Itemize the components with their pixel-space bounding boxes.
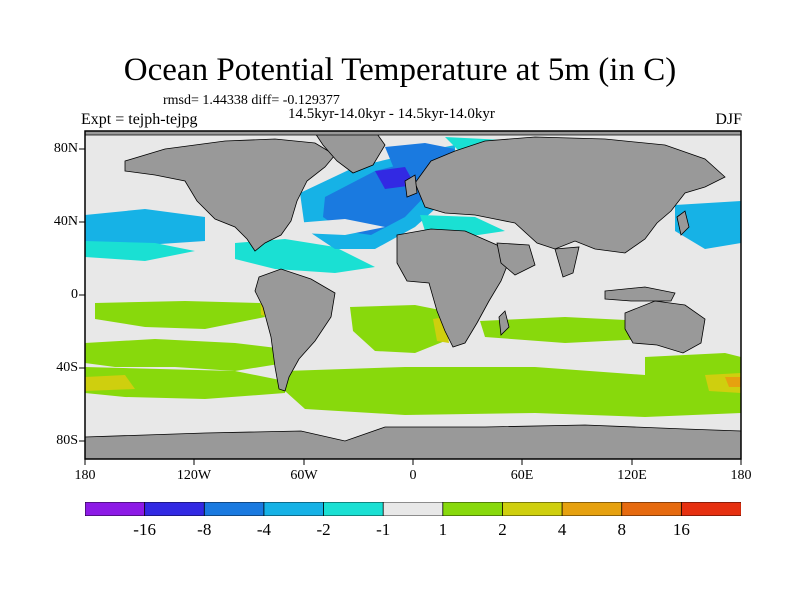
experiment-label: Expt = tejph-tejpg bbox=[81, 111, 198, 128]
land-india bbox=[554, 246, 580, 278]
stats-text: rmsd= 1.44338 diff= -0.129377 bbox=[163, 93, 340, 108]
land-eurasia bbox=[414, 136, 726, 254]
colorbar-swatch bbox=[203, 502, 265, 516]
anomaly-north-pacific-aqua bbox=[85, 241, 195, 261]
lon-tick-60e: 60E bbox=[510, 468, 534, 483]
season-label: DJF bbox=[715, 111, 742, 128]
anomaly-west-pacific bbox=[645, 353, 741, 379]
colorbar-swatch bbox=[144, 502, 205, 516]
colorbar-label: -8 bbox=[197, 520, 212, 539]
colorbar-label: 16 bbox=[672, 520, 690, 539]
anomaly-north-pacific bbox=[85, 209, 205, 245]
lat-tick-40n: 40N bbox=[53, 214, 78, 229]
land-uk bbox=[404, 174, 418, 198]
colorbar-swatch bbox=[382, 502, 444, 516]
anomaly-southern-west bbox=[85, 367, 285, 399]
colorbar-swatch bbox=[323, 502, 384, 516]
lon-tick-180w: 180 bbox=[74, 468, 96, 483]
land-madagascar bbox=[498, 310, 510, 336]
lon-tick-120e: 120E bbox=[617, 468, 647, 483]
land-masses bbox=[84, 130, 742, 460]
lon-tick-0: 0 bbox=[409, 468, 417, 483]
colorbar-label: -1 bbox=[376, 520, 391, 539]
colorbar-label: -4 bbox=[256, 520, 271, 539]
anomaly-north-pacific-east bbox=[675, 201, 741, 249]
anomaly-south-atlantic bbox=[350, 305, 445, 353]
colorbar-swatch bbox=[263, 502, 325, 516]
colorbar-label: 2 bbox=[498, 520, 507, 539]
anomaly-south-pacific bbox=[95, 301, 265, 329]
colorbar-swatch bbox=[85, 502, 146, 516]
anomaly-gulf-stream bbox=[295, 219, 385, 235]
map-ticks bbox=[79, 148, 742, 465]
lon-tick-180e: 180 bbox=[730, 468, 752, 483]
land-arabia bbox=[496, 242, 536, 276]
colorbar-label: 1 bbox=[438, 520, 448, 539]
lat-tick-80s: 80S bbox=[56, 433, 78, 448]
anomaly-caribbean bbox=[235, 239, 375, 273]
colorbar-swatch bbox=[680, 502, 741, 516]
anomaly-south-yellow bbox=[85, 375, 135, 391]
land-japan bbox=[676, 210, 690, 236]
colorbar-label: 8 bbox=[617, 520, 626, 539]
anomaly-indian-ocean bbox=[480, 317, 645, 343]
colorbar-swatch bbox=[621, 502, 683, 516]
anomaly-south-pacific-2 bbox=[85, 339, 285, 371]
lat-tick-80n: 80N bbox=[53, 141, 78, 156]
land-north-america bbox=[124, 138, 336, 252]
anomaly-southern-ocean bbox=[285, 367, 741, 417]
colorbar bbox=[85, 502, 741, 516]
colorbar-swatch bbox=[561, 502, 623, 516]
land-south-america bbox=[254, 268, 336, 392]
lat-tick-40s: 40S bbox=[56, 360, 78, 375]
land-indonesia bbox=[604, 286, 676, 302]
map-title: Ocean Potential Temperature at 5m (in C) bbox=[123, 52, 677, 88]
anomaly-south-orange bbox=[725, 377, 741, 387]
land-africa bbox=[396, 228, 510, 348]
colorbar-swatch bbox=[442, 502, 504, 516]
colorbar-label: 4 bbox=[557, 520, 567, 539]
colorbar-swatch bbox=[502, 502, 563, 516]
anomaly-fields bbox=[85, 137, 741, 417]
colorbar-label: -2 bbox=[316, 520, 331, 539]
lon-tick-60w: 60W bbox=[290, 468, 318, 483]
lon-tick-120w: 120W bbox=[176, 468, 212, 483]
lat-tick-0: 0 bbox=[71, 287, 78, 302]
colorbar-label: -16 bbox=[133, 520, 156, 539]
period-text: 14.5kyr-14.0kyr - 14.5kyr-14.0kyr bbox=[288, 106, 495, 122]
land-australia bbox=[624, 300, 706, 354]
ocean-temperature-map bbox=[79, 130, 742, 465]
